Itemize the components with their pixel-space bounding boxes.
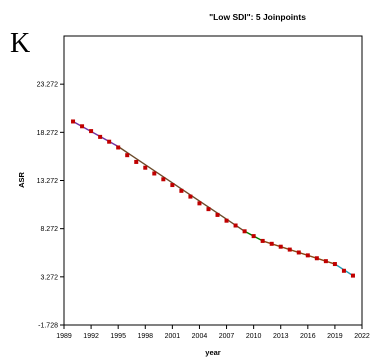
data-point xyxy=(269,241,274,246)
data-point xyxy=(107,139,112,144)
plot-frame xyxy=(63,35,363,326)
data-point xyxy=(143,165,148,170)
data-point xyxy=(341,268,346,273)
data-point xyxy=(206,207,211,212)
data-point xyxy=(134,159,139,164)
x-axis-title: year xyxy=(205,348,221,357)
x-tick-label: 2010 xyxy=(246,333,262,340)
data-point xyxy=(323,259,328,264)
x-tick-label: 1998 xyxy=(137,333,153,340)
x-tick-label: 1995 xyxy=(110,333,126,340)
x-tick-label: 2022 xyxy=(354,333,370,340)
data-point xyxy=(98,134,103,139)
x-tick-label: 2004 xyxy=(192,333,208,340)
data-point xyxy=(305,253,310,258)
x-tick-label: 1989 xyxy=(56,333,72,340)
data-point xyxy=(260,238,265,243)
data-point xyxy=(242,229,247,234)
x-tick-label: 2001 xyxy=(165,333,181,340)
x-tick-label: 2007 xyxy=(219,333,235,340)
data-point xyxy=(296,250,301,255)
y-tick-label: 3.272 xyxy=(40,274,58,281)
data-point xyxy=(278,244,283,249)
data-point xyxy=(116,145,121,150)
data-point xyxy=(80,124,85,129)
panel-letter: K xyxy=(10,28,31,59)
data-point xyxy=(332,262,337,267)
data-point xyxy=(287,247,292,252)
y-tick-label: 23.272 xyxy=(37,82,59,89)
data-point xyxy=(161,177,166,182)
observed-points xyxy=(71,119,355,278)
data-point xyxy=(314,256,319,261)
data-point xyxy=(152,171,157,176)
data-point xyxy=(215,212,220,217)
data-point xyxy=(179,188,184,193)
y-tick-label: 8.272 xyxy=(40,226,58,233)
data-point xyxy=(224,218,229,223)
x-tick-label: 2016 xyxy=(300,333,316,340)
data-point xyxy=(71,119,76,124)
x-axis-ticks: 1989 1992 1995 1998 2001 2004 2007 2010 2013 2016… xyxy=(56,325,370,340)
data-point xyxy=(89,129,94,134)
data-point xyxy=(233,223,238,228)
data-point xyxy=(197,201,202,206)
y-axis-title: ASR xyxy=(17,172,26,188)
y-tick-label: 13.272 xyxy=(37,178,59,185)
data-point xyxy=(251,234,256,239)
x-tick-label: 2019 xyxy=(327,333,343,340)
x-tick-label: 1992 xyxy=(83,333,99,340)
x-tick-label: 2013 xyxy=(273,333,289,340)
y-tick-label: 18.272 xyxy=(37,130,59,137)
data-point xyxy=(188,194,193,199)
data-point xyxy=(170,183,175,188)
y-axis-ticks: -1.728 3.272 8.272 13.272 18.272 23.272 xyxy=(37,82,64,330)
chart-title: "Low SDI": 5 Joinpoints xyxy=(209,12,306,22)
fitted-segment xyxy=(72,120,119,148)
data-point xyxy=(350,273,355,278)
y-tick-label: -1.728 xyxy=(38,323,58,330)
data-point xyxy=(125,153,130,158)
fitted-line xyxy=(72,120,354,277)
